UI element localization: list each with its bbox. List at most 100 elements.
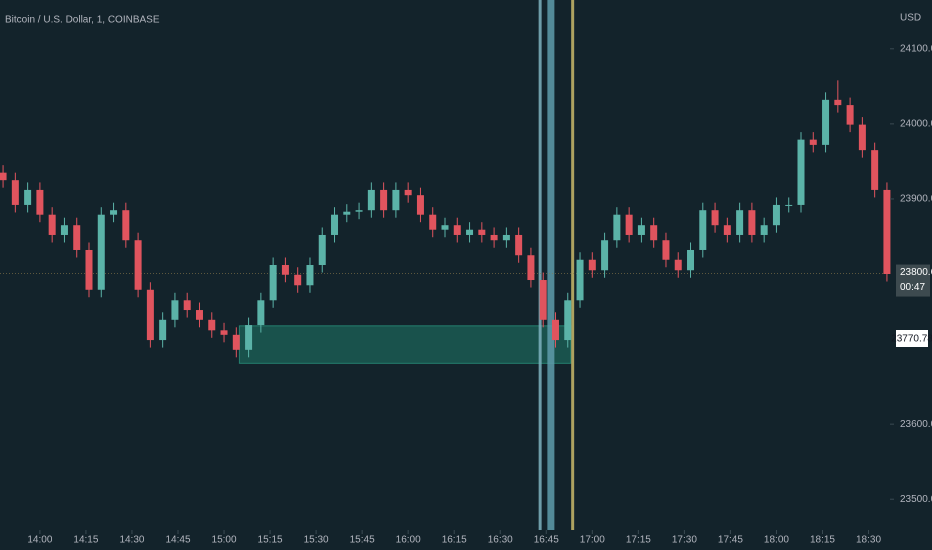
candle-body [785, 204, 793, 206]
y-unit: USD [900, 13, 921, 24]
y-tick-label: 23600.00 [900, 419, 932, 430]
x-tick-label: 14:30 [119, 535, 144, 546]
candle-body [134, 240, 142, 290]
x-tick-label: 18:00 [764, 535, 789, 546]
x-tick-label: 18:30 [856, 535, 881, 546]
candle-body [760, 225, 768, 235]
candle-body [834, 99, 842, 106]
x-tick-label: 18:15 [810, 535, 835, 546]
candle-body [36, 189, 44, 215]
x-tick-label: 17:45 [718, 535, 743, 546]
candle-body [490, 234, 498, 241]
candle-body [318, 234, 326, 265]
candle-body [97, 214, 105, 290]
candle-body [73, 225, 81, 250]
candle-body [515, 234, 523, 256]
candle-body [650, 225, 658, 241]
candle-body [441, 225, 449, 230]
x-tick-label: 15:30 [304, 535, 329, 546]
candle-body [478, 229, 486, 235]
candle-body [306, 265, 314, 286]
candle-body [883, 189, 891, 275]
candle-body [367, 189, 375, 211]
x-tick-label: 14:15 [73, 535, 98, 546]
price-tag-label: 23800.60 [900, 267, 932, 278]
candle-body [331, 214, 339, 235]
candle-body [429, 214, 437, 230]
candle-body [527, 255, 535, 281]
candle-body [613, 214, 621, 241]
x-tick-label: 15:45 [350, 535, 375, 546]
plot-area [0, 0, 891, 530]
candle-body [48, 214, 56, 235]
candle-body [576, 259, 584, 301]
candle-body [404, 189, 412, 196]
x-tick-label: 17:15 [626, 535, 651, 546]
candle-body [355, 210, 363, 212]
candle-body [60, 225, 68, 235]
x-tick-label: 14:45 [165, 535, 190, 546]
candle-body [220, 330, 228, 335]
price-tag-box [896, 264, 930, 297]
candle-body [539, 280, 547, 320]
y-tick-label: 24100.00 [900, 43, 932, 54]
candle-body [159, 319, 167, 341]
zone [238, 325, 572, 364]
chart-title: Bitcoin / U.S. Dollar, 1, COINBASE [5, 15, 160, 26]
candle-body [11, 180, 19, 205]
candle-body [711, 210, 719, 226]
candle-body [122, 210, 130, 241]
candle-body [809, 139, 817, 145]
y-tick-label: 24000.00 [900, 119, 932, 130]
candle-body [674, 259, 682, 271]
x-tick-label: 16:30 [488, 535, 513, 546]
candle-body [772, 204, 780, 226]
x-tick-label: 16:00 [396, 535, 421, 546]
candle-body [687, 249, 695, 271]
candle-body [466, 229, 474, 235]
candle-body [195, 310, 203, 320]
candle-body [736, 210, 744, 235]
candle-body [699, 210, 707, 250]
candle-body [171, 300, 179, 320]
candle-body [858, 124, 866, 151]
candle-body [208, 319, 216, 331]
candle-body [343, 211, 351, 215]
candle-body [245, 325, 253, 350]
candle-body [269, 265, 277, 301]
candle-body [588, 259, 596, 271]
candle-body [294, 274, 302, 286]
x-tick-label: 14:00 [27, 535, 52, 546]
candle-body [846, 105, 854, 125]
x-tick-label: 15:15 [258, 535, 283, 546]
indicator-tag-box [896, 330, 928, 347]
candle-body [24, 189, 32, 205]
candle-body [502, 234, 510, 241]
candle-body [453, 225, 461, 235]
y-tick-label: 23500.00 [900, 494, 932, 505]
candle-body [662, 240, 670, 260]
candle-body [601, 240, 609, 271]
candle-body [551, 319, 559, 341]
candle-body [110, 210, 118, 215]
x-tick-label: 17:00 [580, 535, 605, 546]
x-tick-label: 17:30 [672, 535, 697, 546]
x-tick-label: 15:00 [212, 535, 237, 546]
x-tick-label: 16:45 [534, 535, 559, 546]
candle-body [797, 139, 805, 205]
candle-body [183, 300, 191, 311]
candle-body [416, 195, 424, 215]
candle-body [146, 289, 154, 341]
x-tick-label: 16:15 [442, 535, 467, 546]
candle-body [625, 214, 633, 235]
candle-body [564, 300, 572, 341]
candle-body [392, 189, 400, 211]
candle-body [748, 210, 756, 235]
candle-body [281, 265, 289, 275]
indicator-tag: 23770.78 [891, 334, 932, 345]
candle-body [232, 334, 240, 350]
candle-body [85, 249, 93, 290]
candle-body [871, 150, 879, 190]
